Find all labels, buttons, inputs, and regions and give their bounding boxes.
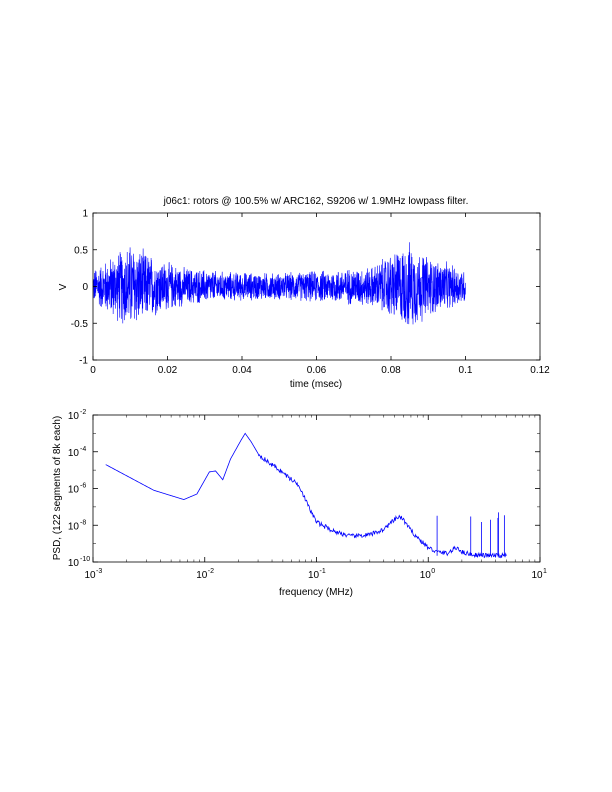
- time-y-tick-label: -0.5: [71, 319, 89, 330]
- time-x-tick-label: 0.04: [232, 365, 252, 376]
- time-y-tick-label: 0.5: [74, 245, 88, 256]
- time-x-tick-label: 0.02: [158, 365, 178, 376]
- time-y-tick-label: -1: [79, 356, 88, 367]
- psd-y-tick-label: 10: [68, 521, 80, 532]
- time-y-tick-label: 0: [82, 282, 88, 293]
- time-y-axis-label: V: [58, 283, 69, 290]
- psd-x-tick-exponent: -2: [208, 568, 214, 575]
- psd-x-tick-label: 10: [308, 570, 320, 581]
- psd-y-tick-exponent: -4: [80, 446, 86, 453]
- time-signal-path: [92, 242, 466, 325]
- psd-y-tick-exponent: -6: [80, 483, 86, 490]
- psd-x-tick-label: 10: [420, 570, 432, 581]
- psd-x-tick-label: 10: [531, 570, 543, 581]
- psd-trace: [105, 432, 507, 559]
- psd-x-tick-label: 10: [196, 570, 208, 581]
- psd-y-tick-label: 10: [68, 485, 80, 496]
- time-signal-trace: [92, 242, 466, 325]
- psd-x-tick-exponent: -1: [320, 568, 326, 575]
- time-x-tick-label: 0: [90, 365, 96, 376]
- time-x-tick-label: 0.1: [459, 365, 473, 376]
- psd-x-tick-label: 10: [84, 570, 96, 581]
- psd-y-tick-label: 10: [68, 448, 80, 459]
- time-series-chart: j06c1: rotors @ 100.5% w/ ARC162, S9206 …: [58, 196, 550, 390]
- time-x-tick-label: 0.08: [381, 365, 401, 376]
- psd-plot-frame: [92, 414, 541, 563]
- psd-y-tick-label: 10: [68, 558, 80, 569]
- psd-y-axis-label: PSD, (122 segments of 8k each): [52, 416, 63, 561]
- psd-chart: 10 -3 10 -2 10 -1 10 0 10 1 10-210-410-610-810-10…: [52, 409, 547, 598]
- time-x-tick-label: 0.12: [530, 365, 550, 376]
- psd-x-tick-exponent: 0: [431, 568, 435, 575]
- psd-y-tick-exponent: -10: [80, 556, 90, 563]
- time-x-tick-label: 0.06: [307, 365, 327, 376]
- psd-y-tick-exponent: -8: [80, 519, 86, 526]
- chart-title: j06c1: rotors @ 100.5% w/ ARC162, S9206 …: [163, 196, 469, 207]
- time-y-tick-label: 1: [82, 209, 88, 220]
- psd-y-tick-label: 10: [68, 411, 80, 422]
- psd-x-ticks: 10 -3 10 -2 10 -1 10 0 10 1: [84, 415, 547, 581]
- time-y-ticks: 1 0.5 0 -0.5 -1: [71, 209, 540, 367]
- psd-y-ticks: 10-210-410-610-810-10: [68, 409, 540, 569]
- psd-y-tick-exponent: -2: [80, 409, 86, 416]
- time-x-axis-label: time (msec): [290, 379, 342, 390]
- psd-x-axis-label: frequency (MHz): [279, 587, 353, 598]
- psd-x-tick-exponent: 1: [543, 568, 547, 575]
- psd-x-tick-exponent: -3: [96, 568, 102, 575]
- time-x-ticks: 0 0.02 0.04 0.06 0.08 0.1 0.12: [90, 213, 550, 376]
- psd-spikes: [436, 512, 505, 556]
